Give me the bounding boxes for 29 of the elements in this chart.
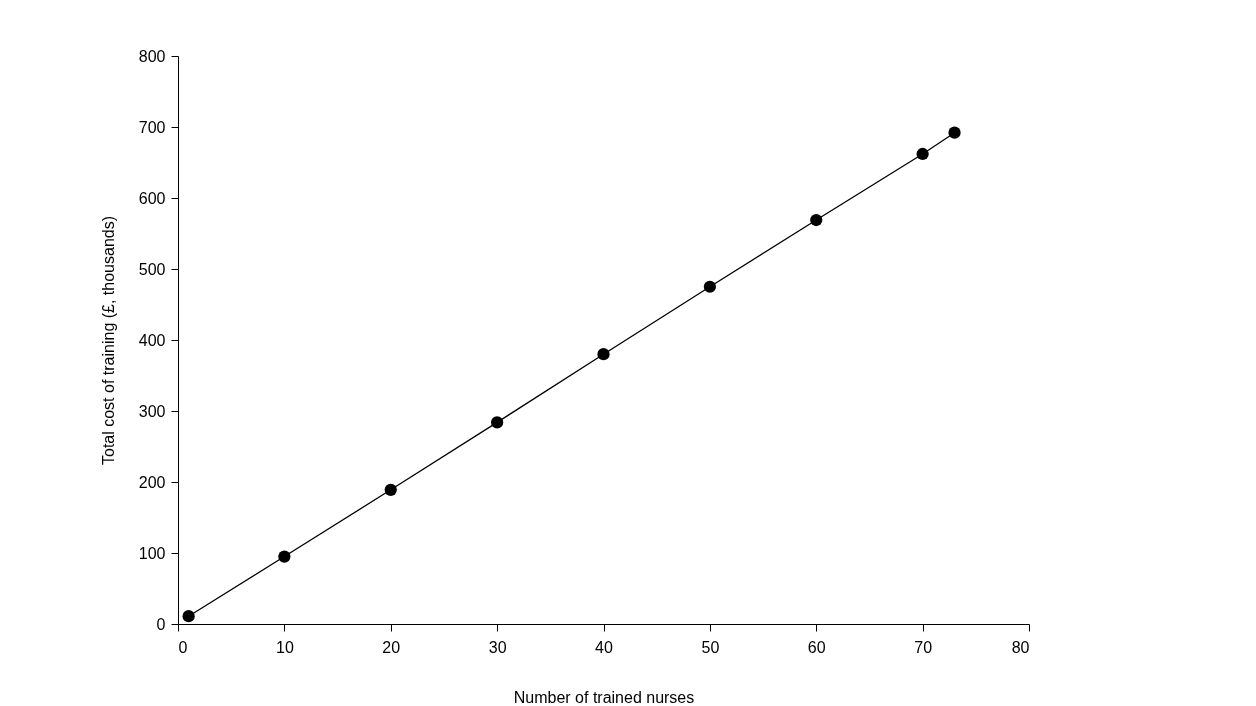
point	[278, 550, 291, 563]
point	[916, 147, 929, 161]
x-tick-label: 40	[595, 638, 613, 656]
x-tick-label: 10	[275, 638, 294, 656]
y-tick-label: 400	[138, 331, 166, 349]
x-tick-label: 50	[701, 638, 720, 656]
point	[703, 280, 716, 293]
y-tick-label: 600	[138, 189, 166, 207]
y-axis-title: Total cost of training (£, thousands)	[99, 215, 117, 466]
point	[597, 348, 610, 361]
y-tick-label: 300	[138, 402, 166, 420]
point	[810, 213, 823, 227]
y-tick-label: 800	[138, 47, 166, 65]
point	[182, 610, 195, 623]
y-tick-label: 0	[156, 615, 166, 633]
y-tick-label: 200	[138, 473, 166, 491]
y-tick-label: 500	[138, 260, 166, 278]
x-tick-label: 70	[914, 638, 933, 656]
x-tick-label: 60	[807, 638, 826, 656]
x-tick-label: 30	[488, 638, 507, 656]
point	[384, 483, 397, 496]
x-tick-label: 0	[178, 638, 188, 656]
x-axis-title: Number of trained nurses	[513, 688, 695, 706]
point	[948, 126, 961, 139]
x-tick-label: 20	[382, 638, 401, 656]
point	[491, 416, 504, 429]
x-tick-label: 80	[1011, 638, 1030, 656]
y-tick-label: 700	[138, 118, 166, 136]
y-tick-label: 100	[138, 544, 166, 562]
